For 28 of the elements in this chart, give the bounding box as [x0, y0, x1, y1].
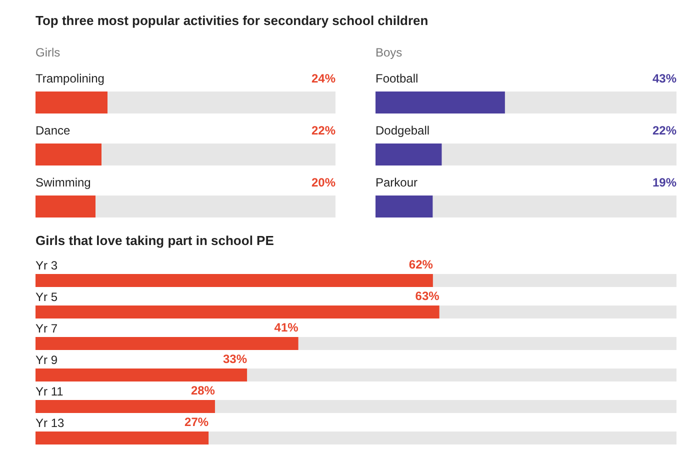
data-label: 62%: [408, 258, 434, 272]
data-label: 22%: [311, 124, 336, 138]
y-tick-label: Yr 5: [36, 290, 58, 304]
chart-title: Top three most popular activities for secondary school children: [36, 13, 428, 28]
data-label: 41%: [274, 320, 299, 334]
y-tick-label: Dance: [36, 124, 71, 138]
y-tick-label: Yr 11: [36, 384, 64, 398]
y-tick-label: Parkour: [376, 176, 418, 190]
chart-title: Girls that love taking part in school PE: [36, 233, 274, 248]
chart-subtitle: Boys: [376, 46, 402, 60]
y-tick-label: Yr 13: [36, 416, 65, 430]
data-label: 20%: [311, 176, 336, 190]
data-label: 19%: [652, 176, 677, 190]
data-label: 28%: [190, 384, 216, 398]
y-tick-label: Yr 7: [36, 322, 58, 336]
data-label: 63%: [415, 289, 440, 303]
y-tick-label: Yr 9: [36, 353, 58, 367]
y-tick-label: Football: [376, 72, 418, 86]
data-label: 27%: [184, 415, 209, 429]
y-tick-label: Dodgeball: [376, 124, 430, 138]
data-label: 22%: [652, 124, 677, 138]
data-label: 43%: [652, 72, 677, 86]
data-label: 33%: [223, 352, 248, 366]
y-tick-label: Trampolining: [36, 72, 104, 86]
y-tick-label: Yr 3: [36, 258, 58, 272]
y-tick-label: Swimming: [36, 176, 91, 190]
data-label: 24%: [311, 72, 336, 86]
chart-subtitle: Girls: [36, 46, 60, 60]
